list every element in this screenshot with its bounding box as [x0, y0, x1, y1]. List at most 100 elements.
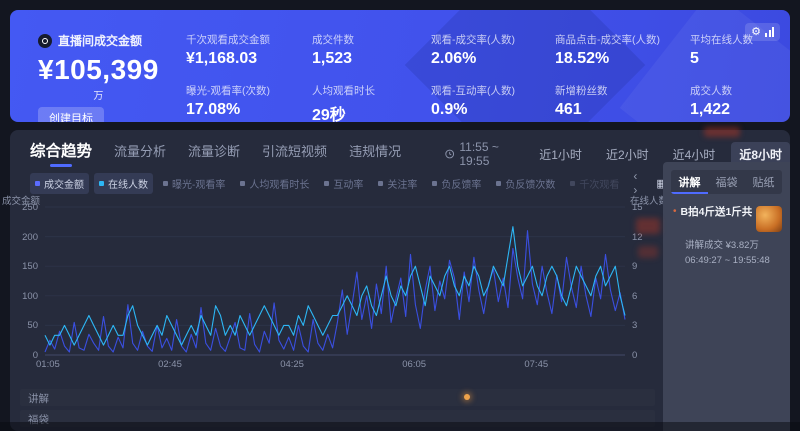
left-axis-title: 成交金额 [1, 196, 40, 207]
left-tick: 100 [22, 290, 38, 302]
chip-dot-icon [378, 180, 384, 186]
metric-chip[interactable]: 负反馈率 [427, 173, 486, 194]
primary-metric: 直播间成交金额 ¥105,399 万 创建目标 [38, 32, 159, 122]
chip-scroll-arrows[interactable]: ‹ › [633, 169, 642, 197]
summary-metric: 人均观看时长 29秒 [312, 83, 431, 122]
summary-metric: 观看-互动率(人数) 0.9% [431, 83, 555, 122]
metric-chip[interactable]: 成交金额 [30, 172, 89, 194]
metric-label: 观看-成交率(人数) [431, 34, 515, 46]
panel-tab-福袋[interactable]: 福袋 [715, 177, 738, 189]
chip-dot-icon [99, 180, 104, 186]
series-成交金额 [44, 230, 626, 353]
metric-chip[interactable]: 在线人数 [94, 172, 153, 194]
metric-label: 成交人数 [690, 85, 732, 97]
metric-chip-row: 成交金额 在线人数 曝光-观看率 人均观看时长 互动率 关注率 负反馈率 负反馈次数 千次观看 ‹… [30, 169, 715, 197]
range-button[interactable]: 近2小时 [605, 147, 649, 162]
tab-引流短视频[interactable]: 引流短视频 [262, 144, 328, 159]
chip-dot-icon [432, 180, 438, 186]
nav-tabs: 综合趋势 流量分析 流量诊断 引流短视频 违规情况 [30, 139, 401, 167]
summary-metric: 平均在线人数 5 [690, 32, 753, 68]
summary-card: 直播间成交金额 ¥105,399 万 创建目标 千次观看成交金额 ¥1,168.0… [10, 10, 790, 122]
product-thumbnail [756, 206, 782, 232]
target-icon [38, 33, 52, 48]
metric-chip[interactable]: 互动率 [319, 173, 368, 194]
create-goal-button[interactable]: 创建目标 [38, 107, 104, 122]
x-tick: 01:05 [36, 359, 60, 370]
chip-label: 负反馈次数 [505, 179, 556, 191]
chart-plot [44, 206, 626, 356]
item-time: 06:49:27 ~ 19:55:48 [685, 255, 770, 266]
time-range-options: 近1小时 近2小时 近4小时 近8小时 [531, 141, 790, 167]
right-tick: 9 [632, 261, 638, 273]
summary-metrics-grid: 千次观看成交金额 ¥1,168.03 成交件数 1,523 观看-成交率(人数) 2.06… [186, 32, 753, 122]
left-tick: 50 [27, 320, 38, 332]
item-title: B拍4斤送1斤共35-4... [680, 206, 752, 218]
right-tick: 15 [632, 202, 643, 213]
tab-流量分析[interactable]: 流量分析 [114, 144, 167, 159]
chip-label: 人均观看时长 [249, 179, 310, 191]
metric-label: 观看-互动率(人数) [431, 85, 515, 97]
right-tick: 3 [632, 320, 638, 332]
metric-value: 17.08% [186, 101, 241, 118]
metric-value: ¥1,168.03 [186, 50, 258, 67]
panel-tab-贴纸[interactable]: 贴纸 [752, 177, 775, 189]
tab-综合趋势[interactable]: 综合趋势 [30, 139, 92, 167]
metric-chip[interactable]: 人均观看时长 [235, 173, 314, 194]
summary-metric: 商品点击-成交率(人数) 18.52% [555, 32, 690, 68]
signal-bars-icon[interactable] [765, 27, 774, 37]
time-range-text: 11:55 ~ 19:55 [459, 140, 499, 168]
range-button[interactable]: 近1小时 [539, 147, 582, 162]
chip-dot-icon [324, 180, 330, 186]
metric-label: 平均在线人数 [690, 34, 753, 46]
metric-label: 成交件数 [312, 34, 354, 46]
primary-metric-value: ¥105,399 [38, 54, 159, 85]
metric-chip[interactable]: 关注率 [373, 173, 422, 194]
gear-icon[interactable]: ⚙ [751, 26, 761, 38]
panel-tab-讲解[interactable]: 讲解 [671, 170, 708, 194]
chip-dot-icon [240, 180, 246, 186]
metric-value: 0.9% [431, 101, 468, 118]
summary-metric: 成交人数 1,422 [690, 83, 753, 122]
metric-chip[interactable]: 千次观看 [565, 173, 624, 194]
chip-dot-icon [35, 180, 40, 186]
primary-metric-unit: 万 [93, 91, 104, 102]
tab-流量诊断[interactable]: 流量诊断 [188, 144, 241, 159]
event-row-讲解 [20, 389, 655, 406]
explain-item[interactable]: • B拍4斤送1斤共35-4... 讲解成交 ¥3.82万 06:49:27 ~… [673, 206, 782, 266]
metric-chip[interactable]: 曝光-观看率 [158, 173, 230, 194]
metric-value: 5 [690, 50, 699, 67]
item-subtitle: 讲解成交 ¥3.82万 [685, 240, 759, 251]
side-panel-tabs: 讲解 福袋 贴纸 [671, 170, 782, 194]
chip-label: 在线人数 [108, 179, 148, 191]
chip-dot-icon [163, 180, 168, 186]
range-button[interactable]: 近4小时 [672, 147, 716, 162]
chip-label: 互动率 [333, 179, 364, 191]
item-bullet-icon: • [673, 206, 677, 217]
metric-value: 2.06% [431, 50, 477, 67]
metric-value: 1,422 [690, 101, 731, 118]
summary-metric: 新增粉丝数 461 [555, 83, 690, 122]
right-tick: 12 [632, 231, 643, 243]
event-marker-dot[interactable] [464, 394, 471, 400]
right-tick: 0 [632, 350, 638, 361]
summary-metric: 曝光-观看率(次数) 17.08% [186, 83, 312, 122]
tab-违规情况[interactable]: 违规情况 [349, 144, 402, 159]
x-tick: 06:05 [402, 359, 427, 370]
left-tick: 250 [22, 202, 38, 213]
x-tick: 02:45 [158, 359, 182, 370]
primary-metric-label: 直播间成交金额 [58, 34, 143, 48]
grid-icon: ▦ [656, 177, 667, 190]
chip-label: 关注率 [387, 179, 418, 191]
metric-label: 人均观看时长 [312, 85, 375, 97]
summary-metric: 千次观看成交金额 ¥1,168.03 [186, 32, 312, 68]
metric-value: 1,523 [312, 50, 353, 67]
chip-label: 成交金额 [44, 179, 84, 191]
time-range-display: 11:55 ~ 19:55 [445, 140, 516, 168]
series-在线人数 [44, 226, 626, 346]
metric-label: 曝光-观看率(次数) [186, 85, 270, 97]
chip-label: 曝光-观看率 [172, 179, 226, 191]
metric-chip[interactable]: 负反馈次数 [491, 173, 560, 194]
